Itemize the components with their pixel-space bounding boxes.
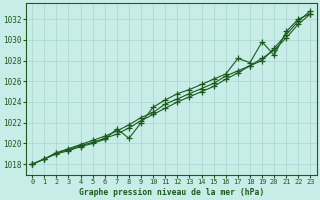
X-axis label: Graphe pression niveau de la mer (hPa): Graphe pression niveau de la mer (hPa): [79, 188, 264, 197]
